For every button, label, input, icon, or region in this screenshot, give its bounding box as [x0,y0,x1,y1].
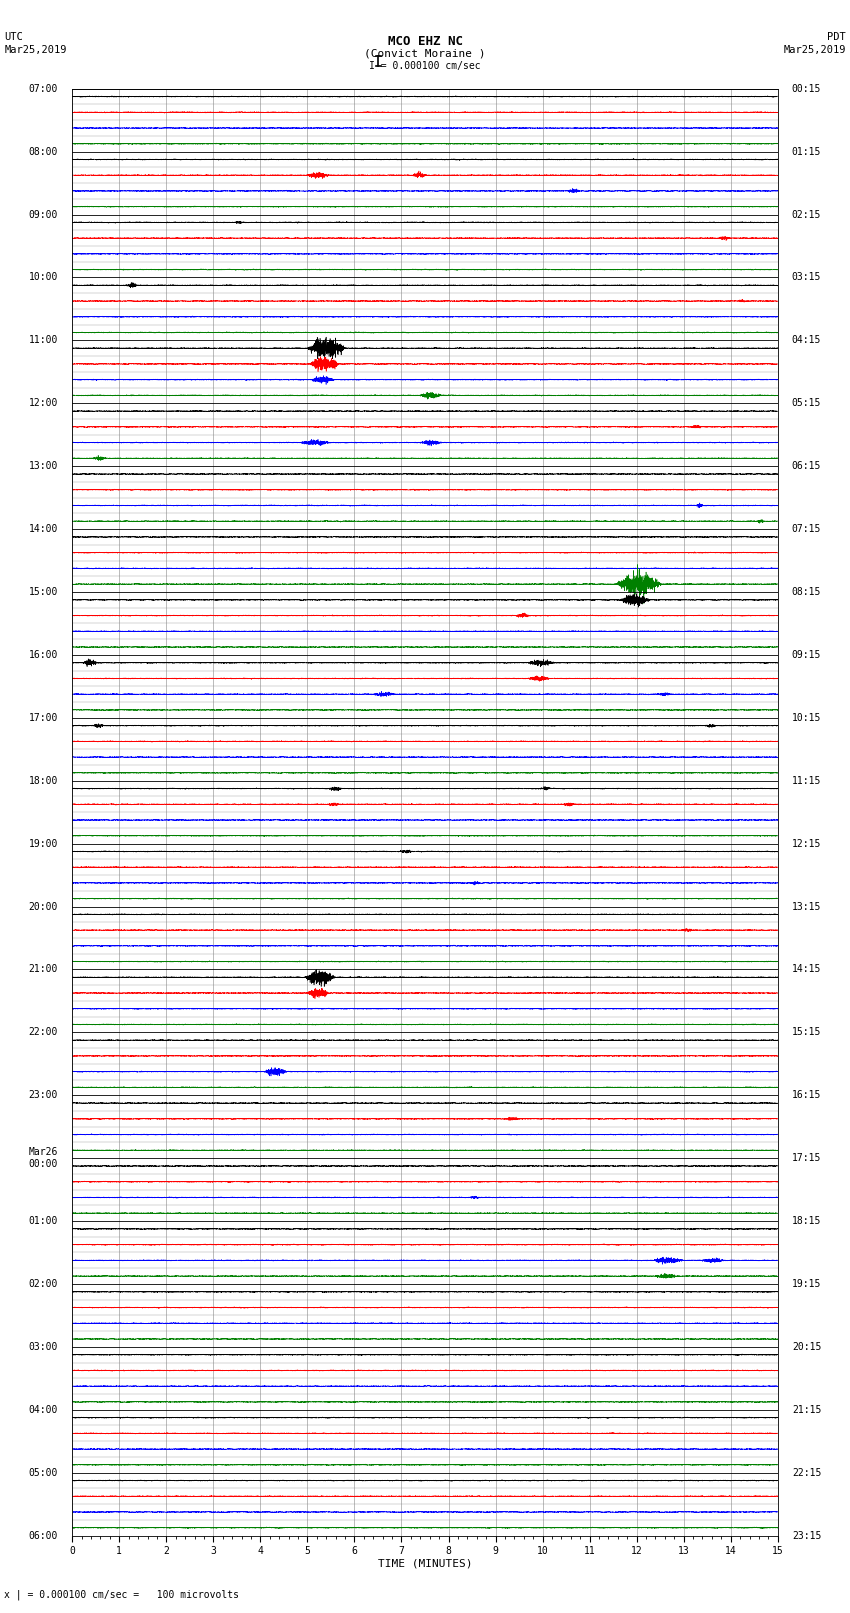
Text: 20:00: 20:00 [29,902,58,911]
Text: x | = 0.000100 cm/sec =   100 microvolts: x | = 0.000100 cm/sec = 100 microvolts [4,1589,239,1600]
Text: 12:15: 12:15 [792,839,821,848]
Text: 03:00: 03:00 [29,1342,58,1352]
Text: 01:15: 01:15 [792,147,821,156]
Text: 01:00: 01:00 [29,1216,58,1226]
Text: 23:15: 23:15 [792,1531,821,1540]
Text: 12:00: 12:00 [29,398,58,408]
Text: 21:15: 21:15 [792,1405,821,1415]
Text: 06:15: 06:15 [792,461,821,471]
Text: Mar26
00:00: Mar26 00:00 [29,1147,58,1169]
Text: 17:15: 17:15 [792,1153,821,1163]
Text: 11:00: 11:00 [29,336,58,345]
Text: 00:15: 00:15 [792,84,821,94]
Text: 07:15: 07:15 [792,524,821,534]
Text: 07:00: 07:00 [29,84,58,94]
Text: 05:15: 05:15 [792,398,821,408]
Text: 02:15: 02:15 [792,210,821,219]
Text: 18:15: 18:15 [792,1216,821,1226]
Text: 02:00: 02:00 [29,1279,58,1289]
Text: 15:00: 15:00 [29,587,58,597]
Text: PDT: PDT [827,32,846,42]
Text: 04:15: 04:15 [792,336,821,345]
Text: 18:00: 18:00 [29,776,58,786]
Text: I = 0.000100 cm/sec: I = 0.000100 cm/sec [369,61,481,71]
Text: 10:15: 10:15 [792,713,821,723]
Text: 09:15: 09:15 [792,650,821,660]
Text: MCO EHZ NC: MCO EHZ NC [388,35,462,48]
Text: 13:00: 13:00 [29,461,58,471]
Text: 05:00: 05:00 [29,1468,58,1478]
Text: 22:15: 22:15 [792,1468,821,1478]
X-axis label: TIME (MINUTES): TIME (MINUTES) [377,1558,473,1569]
Text: 04:00: 04:00 [29,1405,58,1415]
Text: 19:15: 19:15 [792,1279,821,1289]
Text: Mar25,2019: Mar25,2019 [4,45,67,55]
Text: 10:00: 10:00 [29,273,58,282]
Text: 23:00: 23:00 [29,1090,58,1100]
Text: 11:15: 11:15 [792,776,821,786]
Text: 16:00: 16:00 [29,650,58,660]
Text: 16:15: 16:15 [792,1090,821,1100]
Text: 08:15: 08:15 [792,587,821,597]
Text: 06:00: 06:00 [29,1531,58,1540]
Text: 08:00: 08:00 [29,147,58,156]
Text: 17:00: 17:00 [29,713,58,723]
Text: 09:00: 09:00 [29,210,58,219]
Text: 15:15: 15:15 [792,1027,821,1037]
Text: 21:00: 21:00 [29,965,58,974]
Text: 22:00: 22:00 [29,1027,58,1037]
Text: 14:00: 14:00 [29,524,58,534]
Text: 13:15: 13:15 [792,902,821,911]
Text: 03:15: 03:15 [792,273,821,282]
Text: 19:00: 19:00 [29,839,58,848]
Text: (Convict Moraine ): (Convict Moraine ) [365,48,485,58]
Text: Mar25,2019: Mar25,2019 [783,45,846,55]
Text: 20:15: 20:15 [792,1342,821,1352]
Text: 14:15: 14:15 [792,965,821,974]
Text: UTC: UTC [4,32,23,42]
